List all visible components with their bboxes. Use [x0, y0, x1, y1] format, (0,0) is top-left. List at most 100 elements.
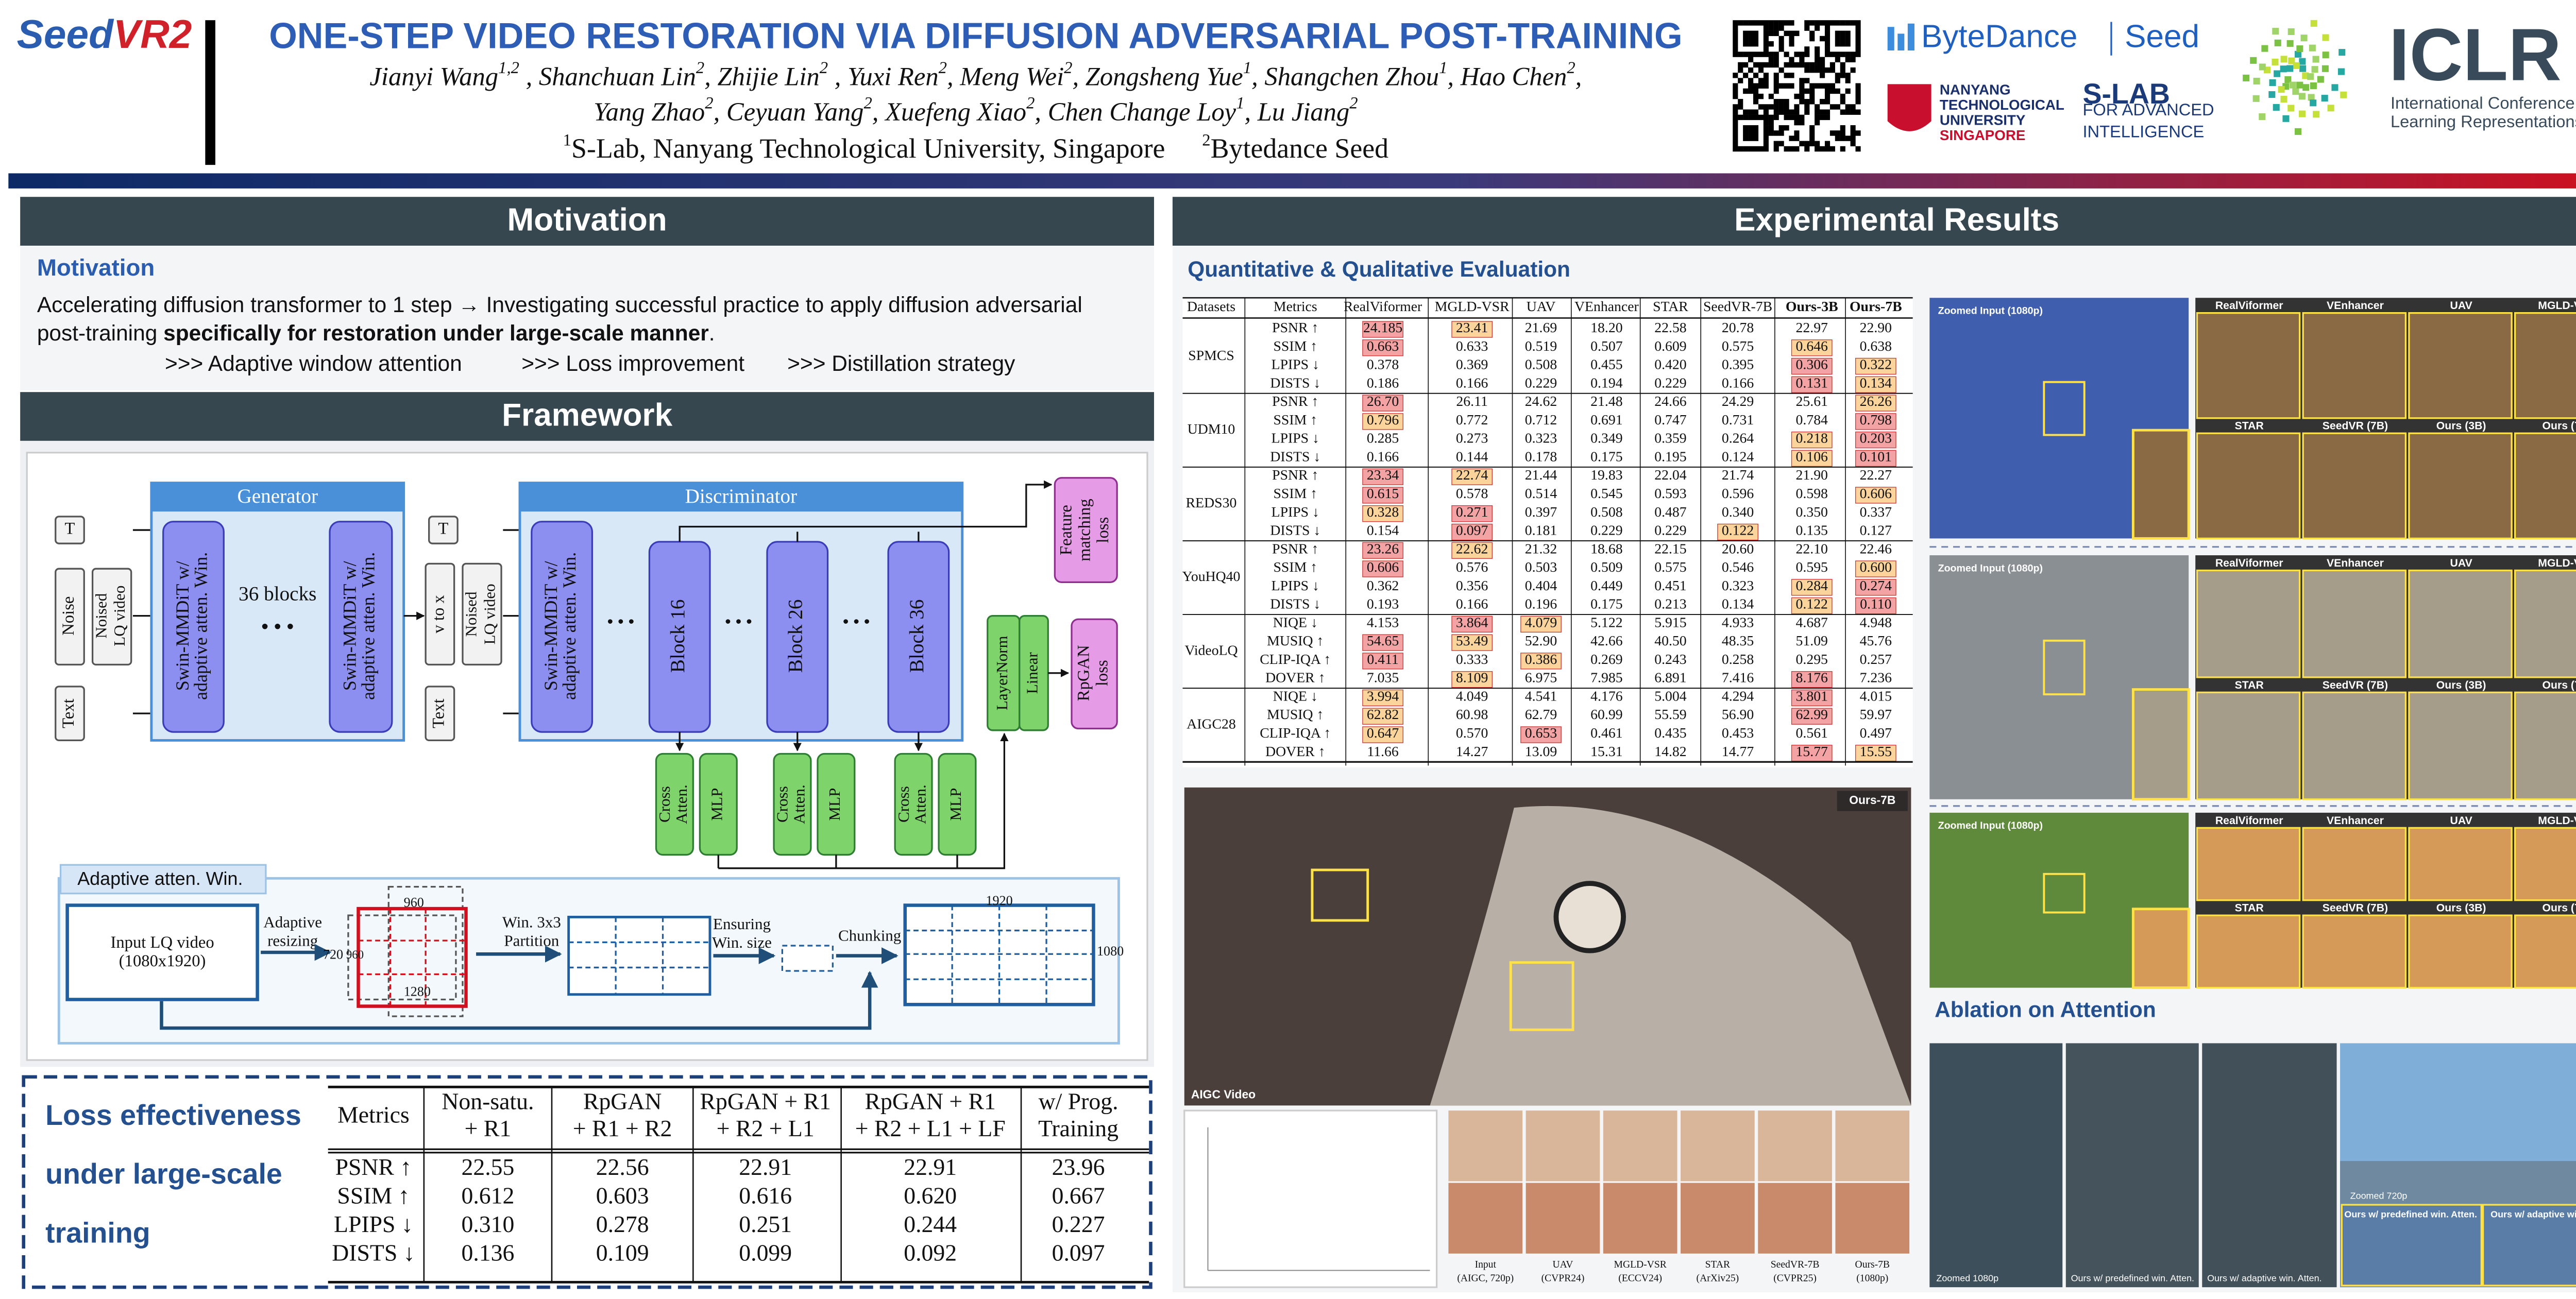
qr-cell [1850, 57, 1856, 63]
qr-cell [1829, 52, 1835, 57]
cell: 0.306 [1796, 357, 1828, 373]
method-label: UAV [2450, 815, 2472, 827]
iclr-mark [2250, 57, 2257, 64]
iclr-mark [2268, 91, 2276, 98]
cell: 15.77 [1796, 744, 1828, 760]
input-video [65, 903, 259, 1001]
image [2196, 569, 2301, 678]
cell: LPIPS ↓ [334, 1211, 413, 1237]
qr-cell [1763, 104, 1769, 110]
image [2408, 914, 2513, 989]
method-label: STAR [2235, 902, 2264, 914]
cell: 0.337 [1860, 504, 1892, 520]
qr-cell [1840, 135, 1845, 141]
qr-cell [1840, 52, 1845, 57]
qr-cell [1855, 20, 1861, 26]
cell: 0.747 [1654, 412, 1687, 428]
cell: 55.59 [1654, 707, 1686, 723]
iclr-mark [2338, 49, 2346, 56]
cell: 0.600 [1860, 559, 1892, 575]
method-label: SeedVR (7B) [2323, 679, 2388, 691]
qr-cell [1804, 88, 1810, 94]
cell: 0.097 [1456, 523, 1488, 539]
qr-cell [1748, 20, 1754, 26]
qr-cell [1773, 62, 1779, 68]
rotated-label: Text [429, 698, 448, 728]
heading: Ablation on Attention [1935, 998, 2156, 1022]
qr-cell [1753, 36, 1759, 42]
qr-cell [1784, 104, 1789, 110]
cell: 7.416 [1722, 670, 1754, 686]
qr-cell [1748, 78, 1754, 83]
qr-cell [1820, 114, 1825, 121]
loss-frame [22, 1075, 1153, 1289]
highlight [1855, 357, 1896, 375]
iclr-mark [2294, 50, 2301, 58]
module-header [151, 483, 404, 512]
rotated-label: Text [59, 698, 78, 728]
author-name: Ceyuan Yang [720, 97, 863, 126]
qr-cell [1835, 78, 1840, 83]
qr-cell [1835, 130, 1840, 136]
qr-cell [1845, 57, 1851, 63]
qr-cell [1794, 62, 1800, 68]
cell: 4.049 [1456, 688, 1488, 704]
qr-cell [1763, 141, 1769, 147]
cell: 0.092 [904, 1240, 957, 1266]
qr-cell [1748, 135, 1754, 141]
author-sup: 1 [1243, 58, 1251, 77]
qr-cell [1855, 25, 1861, 31]
iclr-mark [2322, 34, 2329, 41]
header-cell: MGLD-VSR [1435, 299, 1510, 315]
cell: 0.106 [1796, 449, 1828, 465]
qr-cell [1824, 41, 1831, 47]
qr-cell [1794, 130, 1800, 136]
image [2302, 827, 2407, 901]
qr-cell [1799, 78, 1805, 83]
highlight [1855, 450, 1896, 467]
metric-cell: NIQE ↓ [1273, 614, 1318, 630]
cell: 0.356 [1456, 578, 1488, 594]
iclr-mark [2289, 81, 2296, 89]
iclr-mark [2287, 105, 2295, 112]
iclr-mark [2337, 68, 2345, 75]
thumb-label: Input [1475, 1259, 1497, 1270]
bytedance-icon [1887, 23, 1914, 51]
thumb-label: (ECCV24) [1618, 1273, 1662, 1284]
dots: • • • [725, 611, 752, 630]
logo: SeedVR2 [17, 11, 192, 57]
author-name: Yuxi Ren [841, 62, 938, 91]
dots: • • • [607, 611, 634, 630]
highlight [1520, 653, 1562, 670]
qr-cell [1763, 25, 1769, 31]
metric-cell: CLIP-IQA ↑ [1260, 725, 1331, 741]
qr-cell [1855, 130, 1861, 136]
author-sup: 2 [863, 94, 872, 112]
rotated-label: Swin-MMDiT w/ [540, 561, 561, 691]
block [329, 521, 393, 733]
bubble-chart [1183, 1109, 1438, 1288]
qr-cell [1794, 93, 1800, 99]
iclr-mark [2327, 105, 2334, 112]
qr-cell [1799, 57, 1805, 63]
qr-cell [1804, 99, 1810, 105]
qr-cell [1789, 146, 1794, 152]
cell: 0.166 [1722, 375, 1754, 391]
cell: 7.985 [1590, 670, 1622, 686]
qr-cell [1733, 20, 1738, 26]
qr-cell [1743, 36, 1749, 42]
qr-cell [1835, 41, 1840, 47]
adaptive-label: Adaptive atten. Win. [77, 868, 243, 889]
cell: 59.97 [1860, 707, 1892, 723]
text: Win. 3x3 [502, 913, 561, 931]
author-sep: , [947, 62, 954, 91]
qr-cell [1829, 146, 1835, 152]
cell: 0.712 [1525, 412, 1557, 428]
thumb-label: (AIGC, 720p) [1457, 1273, 1514, 1284]
method-label: RealViformer [2215, 300, 2283, 312]
header-cell: + R1 + R2 [573, 1115, 672, 1141]
section-bar [20, 392, 1155, 441]
qr-cell [1753, 130, 1759, 136]
